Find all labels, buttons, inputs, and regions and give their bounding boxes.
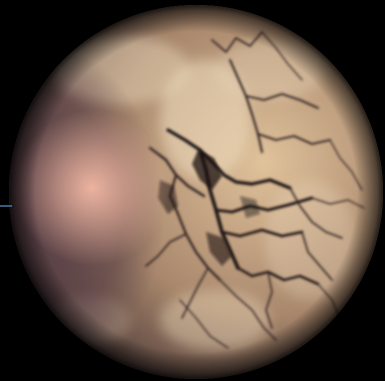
limb-darkening (9, 5, 383, 379)
